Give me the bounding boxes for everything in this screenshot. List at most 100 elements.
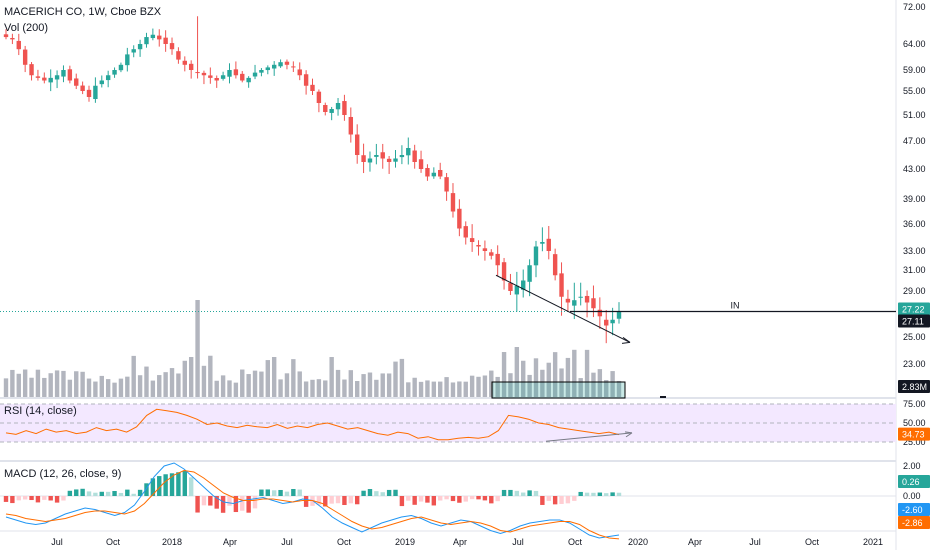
price-axis[interactable]: 72.00 64.00 59.00 55.00 51.00 47.00 43.00 39.00… xyxy=(898,2,930,531)
macd-hist-bar xyxy=(597,492,603,496)
time-tick-label: Jul xyxy=(512,537,524,547)
volume-bar xyxy=(489,370,494,397)
macd-hist-bar xyxy=(444,496,449,500)
volume-bar xyxy=(578,378,583,397)
candle-body xyxy=(380,152,385,159)
volume-badge-bg xyxy=(898,380,930,393)
candle-body xyxy=(418,159,424,169)
macd-hist-bar xyxy=(35,496,41,503)
time-tick-label: Oct xyxy=(337,537,352,547)
macd-hist-bar xyxy=(233,496,239,513)
volume-bars xyxy=(3,300,622,397)
volume-bar xyxy=(99,375,104,397)
last-price-badge-bg xyxy=(898,302,930,316)
price-tick-label: 25.00 xyxy=(903,332,926,342)
candle-body xyxy=(565,298,571,303)
volume-bar xyxy=(284,373,290,397)
time-tick-label: Oct xyxy=(106,537,121,547)
macd-hist-bar xyxy=(118,492,124,496)
macd-hist-bar xyxy=(578,491,583,496)
trend-arrow-line xyxy=(495,274,631,343)
price-tick-label: 39.00 xyxy=(903,194,926,204)
macd-hist-bar xyxy=(418,496,424,502)
candle-body xyxy=(157,35,162,40)
macd-hist-bar xyxy=(329,496,334,504)
macd-line-badge: -2.60 xyxy=(902,505,923,515)
macd-hist-bar xyxy=(527,490,532,496)
candle-body xyxy=(188,63,194,70)
volume-bar xyxy=(303,381,309,397)
macd-hist-badge: 0.26 xyxy=(902,477,920,487)
candle-body xyxy=(16,40,21,50)
volume-bar xyxy=(412,377,417,397)
time-tick-label: Jul xyxy=(749,537,761,547)
candle-body xyxy=(233,69,239,76)
volume-bar xyxy=(604,380,609,397)
macd-hist-bar xyxy=(86,491,92,496)
macd-hist-bar xyxy=(157,476,162,496)
candle-body xyxy=(610,319,615,324)
volume-bar xyxy=(559,368,564,397)
price-tick-label: 23.00 xyxy=(903,359,926,369)
time-tick-label: Oct xyxy=(568,537,583,547)
macd-hist-bar xyxy=(616,492,622,496)
entry-label: IN xyxy=(731,300,740,310)
macd-hist-bar xyxy=(463,496,468,502)
last-price-badge: 27.22 xyxy=(902,304,925,314)
price-tick-label: 29.00 xyxy=(903,286,926,296)
volume-bar xyxy=(214,380,219,397)
macd-hist-bar xyxy=(482,496,488,501)
candle-body xyxy=(501,262,507,281)
macd-hist-bar xyxy=(201,496,207,506)
volume-bar xyxy=(482,375,488,397)
volume-bar xyxy=(335,369,341,397)
candle-body xyxy=(271,64,277,69)
candle-body xyxy=(208,75,213,78)
volume-bar xyxy=(469,375,475,397)
macd-hist-badge-bg xyxy=(898,475,930,488)
candle-body xyxy=(29,64,34,76)
macd-hist-bar xyxy=(438,496,443,501)
volume-bar xyxy=(48,373,53,397)
macd-hist-bar xyxy=(125,489,130,496)
candle-body xyxy=(240,73,245,81)
candle-body xyxy=(495,253,500,266)
volume-bar xyxy=(54,370,60,397)
volume-bar xyxy=(406,382,411,397)
candle-body xyxy=(374,155,379,157)
candle-body xyxy=(284,61,290,65)
volume-bar xyxy=(310,379,315,397)
rsi-divergence-head xyxy=(624,431,633,438)
macd-hist-bar xyxy=(342,496,347,506)
volume-bar xyxy=(342,379,347,397)
candle-body xyxy=(246,77,251,83)
time-tick-label: Apr xyxy=(688,537,702,547)
price-tick-label: 47.00 xyxy=(903,136,926,146)
candle-body xyxy=(335,103,341,110)
volume-bar xyxy=(476,376,481,397)
macd-hist-bar xyxy=(176,472,181,496)
volume-bar xyxy=(514,347,520,397)
candle-body xyxy=(297,69,302,76)
time-axis[interactable]: Jul Oct 2018 Apr Jul Oct 2019 Apr Jul Oct 2020 Apr J… xyxy=(51,537,883,547)
macd-hist-bar xyxy=(29,496,34,501)
volume-bar xyxy=(3,378,9,397)
signal-line xyxy=(5,469,620,540)
macd-hist-bar xyxy=(182,470,187,496)
candle-body xyxy=(482,248,488,251)
macd-hist-bar xyxy=(335,496,341,504)
volume-bar xyxy=(584,349,590,397)
candle-body xyxy=(348,116,354,135)
volume-bar xyxy=(227,380,232,397)
volume-bar xyxy=(323,380,328,397)
macd-hist-bar xyxy=(278,489,283,496)
price-tick-label: 59.00 xyxy=(903,65,926,75)
macd-hist-bar xyxy=(163,474,168,496)
macd-hist-bar xyxy=(476,496,481,500)
volume-bar xyxy=(86,378,92,397)
candle-body xyxy=(546,238,551,251)
volume-bar xyxy=(144,366,149,397)
time-tick-label: Apr xyxy=(453,537,467,547)
macd-hist-bar xyxy=(169,473,175,496)
